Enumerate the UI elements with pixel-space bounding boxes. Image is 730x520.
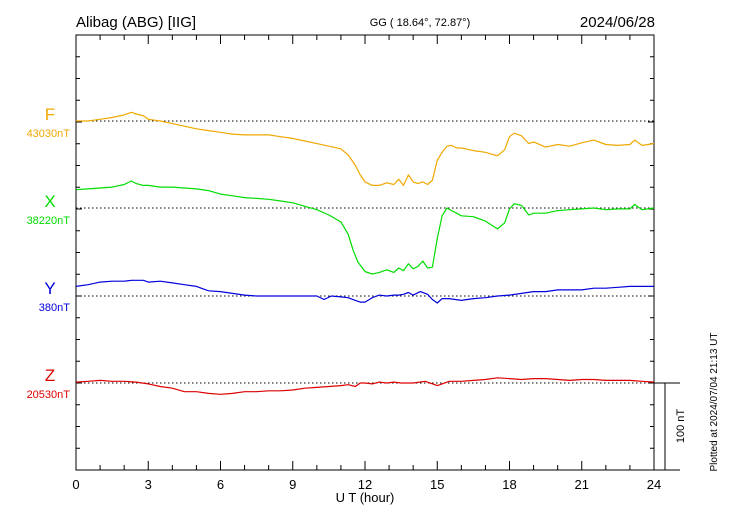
x-tick-label: 9 [289,477,296,492]
component-label-z: Z [45,366,55,385]
baseline-reference-lines [76,120,654,384]
x-tick-label: 6 [217,477,224,492]
component-label-y: Y [44,279,55,298]
baseline-value-x: 38220nT [27,215,71,227]
plot-date: 2024/06/28 [580,14,655,31]
x-tick-label: 15 [430,477,444,492]
baseline-value-f: 43030nT [27,128,71,140]
x-tick-label: 3 [145,477,152,492]
scale-bar [654,382,680,471]
plot-frame [75,34,655,471]
series-line-f [76,111,655,186]
x-tick-label: 24 [647,477,661,492]
series-line-x [75,180,655,275]
x-axis-title: U T (hour) [336,490,395,505]
component-labels: F 43030nT X 38220nT Y 380nT Z 20530nT [27,105,71,401]
component-label-x: X [44,192,55,211]
data-lines [75,111,655,395]
baseline-value-z: 20530nT [27,389,71,401]
x-tick-label: 18 [502,477,516,492]
component-label-f: F [45,105,55,124]
series-line-y [75,279,654,304]
x-tick-label: 12 [358,477,372,492]
scale-bar-label: 100 nT [675,409,687,444]
series-line-z [75,377,655,395]
station-coords: GG ( 18.64°, 72.87°) [370,17,471,29]
x-tick-label: 21 [575,477,589,492]
station-title: Alibag (ABG) [IIG] [76,14,196,31]
plotted-at-note: Plotted at 2024/07/04 21:13 UT [709,333,720,472]
baseline-value-y: 380nT [39,302,70,314]
x-tick-label: 0 [72,477,79,492]
tick-marks: 0 3 6 9 12 15 18 21 24 [72,34,661,492]
